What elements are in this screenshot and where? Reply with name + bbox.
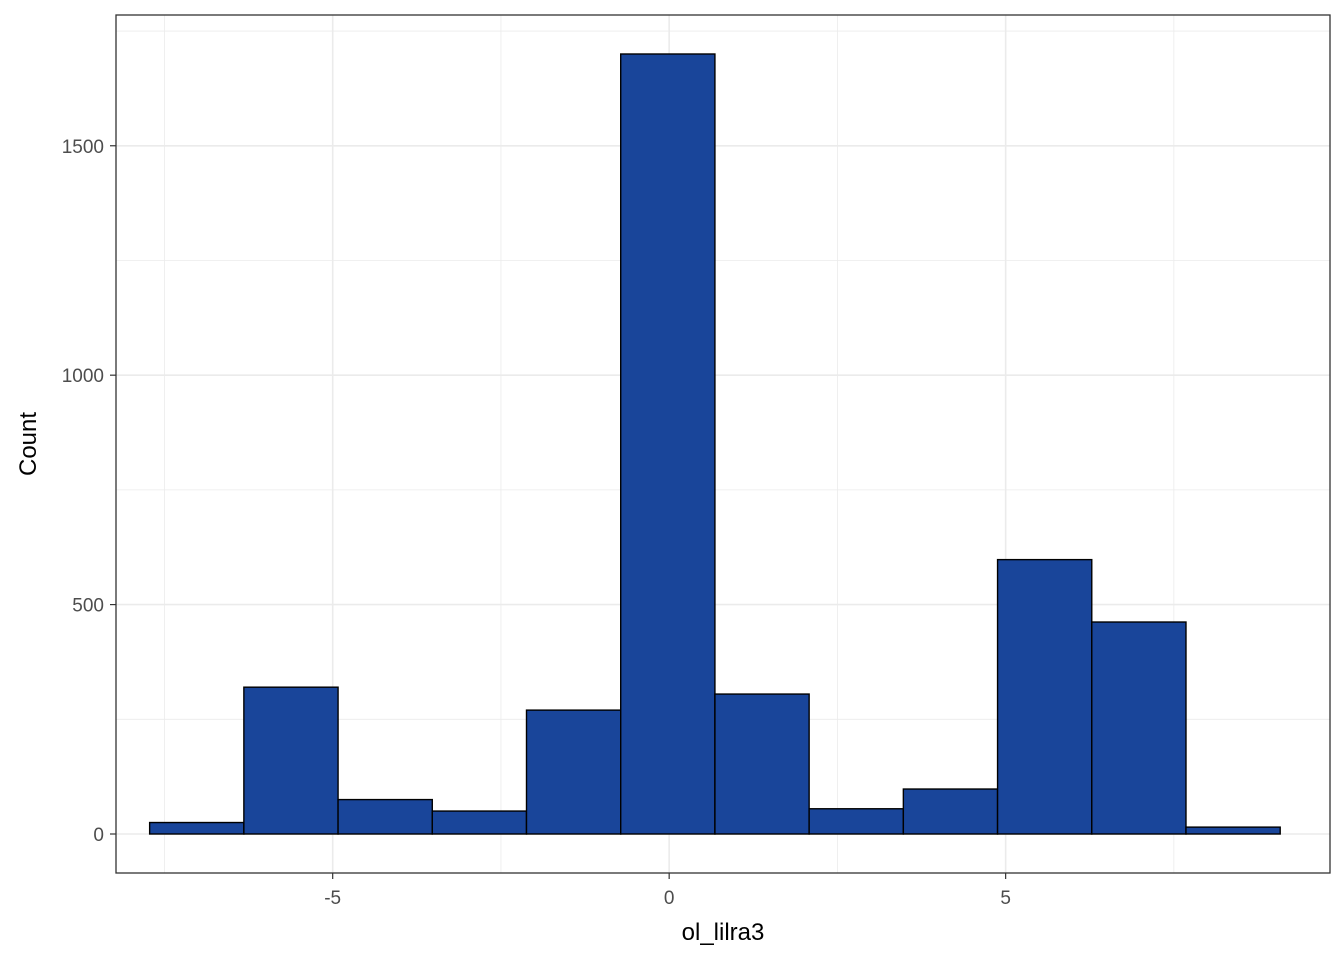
axes: -5 0 5 0 500 1000 1500 xyxy=(62,137,1011,909)
histogram-bar xyxy=(714,693,810,835)
y-tick-label: 1500 xyxy=(62,137,104,158)
histogram-bar xyxy=(620,53,716,835)
x-tick-label: -5 xyxy=(324,888,341,909)
y-tick-label: 0 xyxy=(93,825,104,846)
histogram-bar xyxy=(1091,621,1187,835)
histogram-bar xyxy=(525,709,622,835)
x-tick-label: 0 xyxy=(664,888,675,909)
histogram-bar xyxy=(243,686,339,835)
histogram-bars xyxy=(148,53,1281,835)
panel-border xyxy=(115,14,1331,874)
histogram-bar xyxy=(996,558,1093,835)
x-tick-label: 5 xyxy=(1000,888,1011,909)
histogram-bar xyxy=(902,788,999,835)
histogram-bar xyxy=(148,821,245,835)
histogram-bar xyxy=(808,808,905,835)
histogram-bar xyxy=(431,810,528,835)
histogram-bar xyxy=(1185,826,1281,835)
histogram-bar xyxy=(337,798,433,835)
y-tick-label: 500 xyxy=(72,596,104,617)
y-tick-label: 1000 xyxy=(62,366,104,387)
x-axis-title: ol_lilra3 xyxy=(682,919,765,946)
y-axis-title: Count xyxy=(15,412,42,476)
